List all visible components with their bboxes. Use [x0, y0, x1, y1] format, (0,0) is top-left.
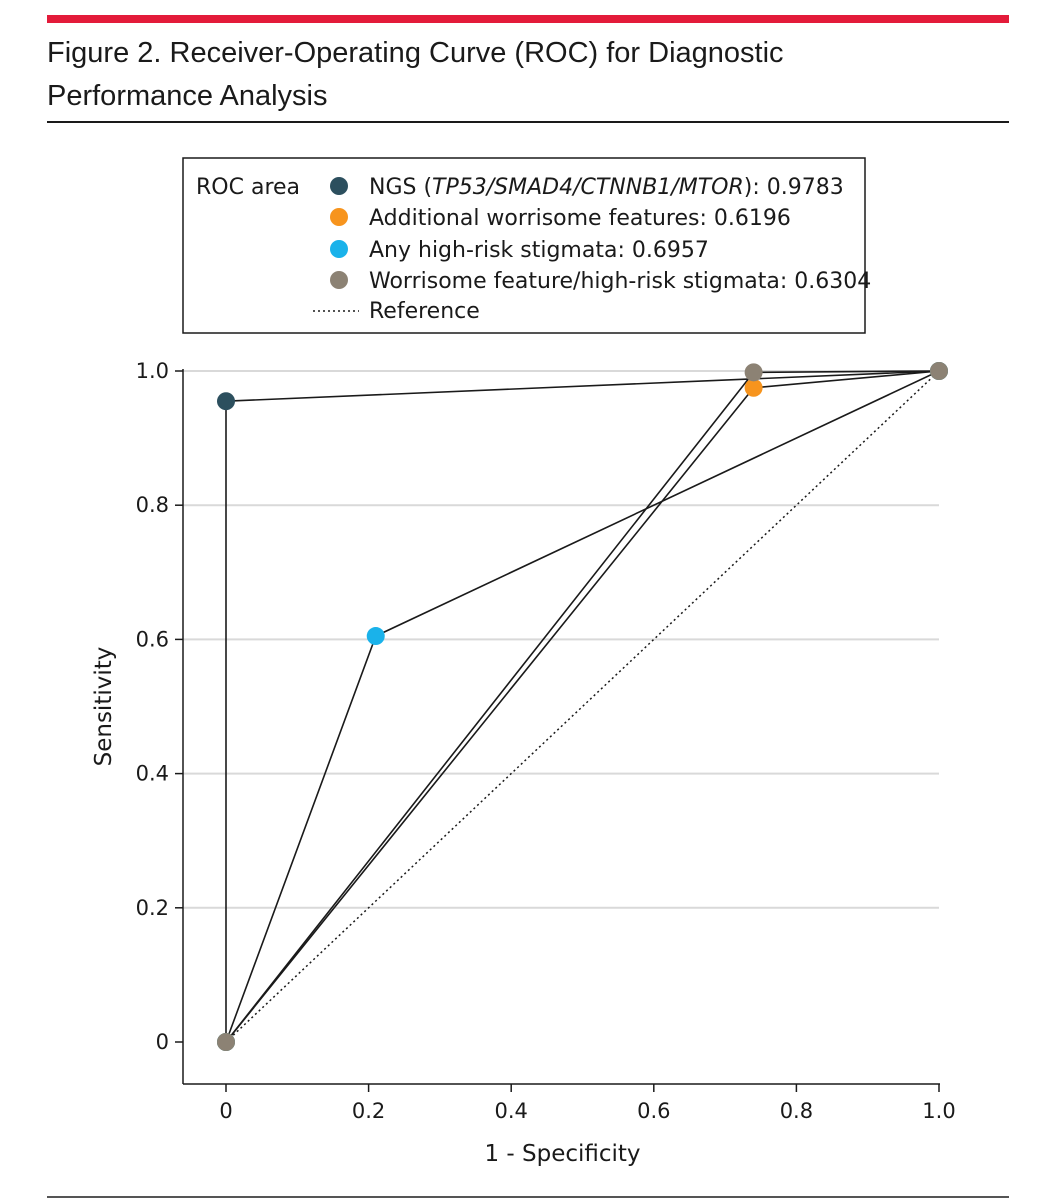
x-tick-label-2: 0.4 [494, 1099, 527, 1123]
legend-label-0: NGS (TP53/SMAD4/CTNNB1/MTOR): 0.9783 [369, 175, 844, 200]
legend-marker-2 [330, 240, 348, 258]
legend-box [182, 157, 866, 334]
legend: ROC area NGS (TP53/SMAD4/CTNNB1/MTOR): 0.… [182, 157, 871, 334]
figure-title-line-1: Figure 2. Receiver-Operating Curve (ROC)… [47, 37, 784, 69]
y-axis-title: Sensitivity [91, 647, 117, 767]
legend-marker-0 [330, 177, 348, 195]
y-tick-label-3: 0.6 [136, 627, 169, 651]
series-points [217, 362, 948, 1051]
series-lines [225, 370, 940, 1043]
series-2-point-1 [366, 627, 385, 646]
bottom-rule [47, 1196, 1009, 1198]
series-3-point-2 [930, 362, 948, 380]
grid-lines [183, 370, 939, 909]
x-tick-label-5: 1.0 [922, 1099, 955, 1123]
title-rule [47, 121, 1009, 123]
x-tick-label-4: 0.8 [780, 1099, 813, 1123]
y-tick-label-4: 0.8 [136, 493, 169, 517]
x-axis-title: 1 - Specificity [484, 1141, 640, 1167]
legend-label-3: Worrisome feature/high-risk stigmata: 0.… [369, 269, 871, 294]
legend-title: ROC area [196, 175, 300, 200]
reference-line [225, 370, 940, 1043]
axes: 0 0.2 0.4 0.6 0.8 1.0 0 0.2 0.4 0.6 0.8 1.0 1 - Spec… [91, 359, 956, 1167]
x-tick-label-3: 0.6 [637, 1099, 670, 1123]
legend-marker-3 [330, 271, 348, 289]
series-3-point-0 [217, 1033, 235, 1051]
y-tick-label-5: 1.0 [136, 359, 169, 383]
legend-label-1: Additional worrisome features: 0.6196 [369, 206, 791, 231]
series-1-point-1 [744, 378, 763, 397]
y-tick-label-1: 0.2 [136, 896, 169, 920]
legend-reference-label: Reference [369, 299, 480, 324]
top-accent-rule [47, 15, 1009, 23]
figure-title: Figure 2. Receiver-Operating Curve (ROC)… [47, 32, 947, 118]
y-tick-label-2: 0.4 [136, 762, 169, 786]
x-tick-label-0: 0 [219, 1099, 232, 1123]
figure-title-line-2: Performance Analysis [47, 80, 328, 112]
series-3-point-1 [744, 363, 763, 382]
y-tick-label-0: 0 [156, 1030, 169, 1054]
series-0-point-1 [217, 392, 235, 411]
x-tick-label-1: 0.2 [352, 1099, 385, 1123]
legend-marker-1 [330, 208, 348, 226]
legend-label-2: Any high-risk stigmata: 0.6957 [369, 238, 709, 263]
